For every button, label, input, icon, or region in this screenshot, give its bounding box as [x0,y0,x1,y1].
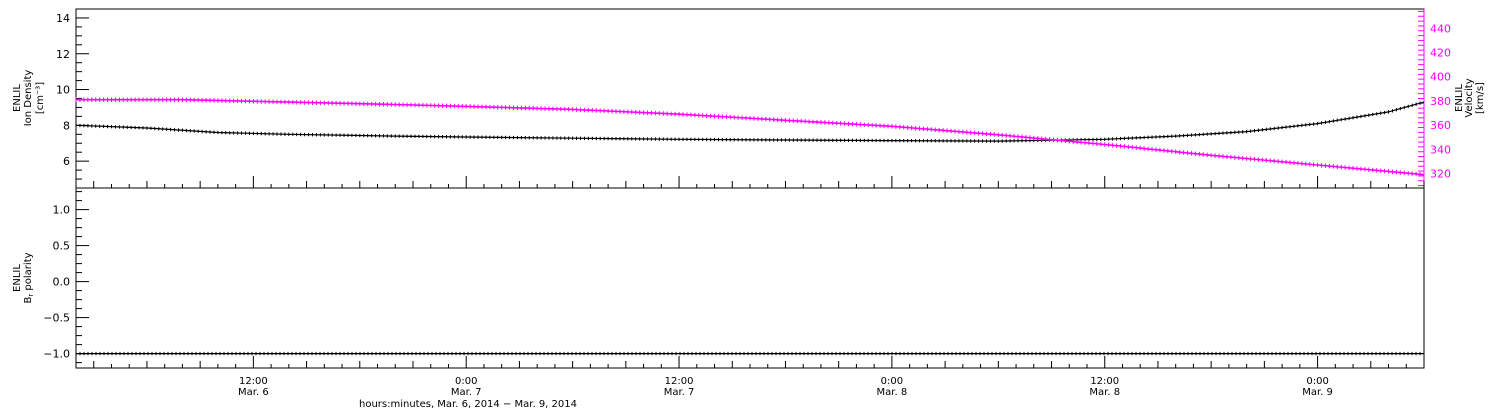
series-line [75,101,1425,142]
velocity-axis-title-unit: [km/s] [1475,82,1486,114]
polarity-tick-label: 1.0 [53,204,71,217]
velocity-tick-label: 320 [1430,167,1451,180]
velocity-axis-title-line2: Velocity [1464,78,1475,117]
velocity-tick-label: 440 [1430,22,1451,35]
velocity-tick-label: 360 [1430,119,1451,132]
polarity-title-subscript: r [27,294,35,297]
top-frame [75,8,1425,189]
polarity-tick-label: −0.5 [43,312,70,325]
polarity-axis-title-line1: ENLIL [12,264,23,292]
polarity-title-word: polarity [23,252,34,293]
x-tick-date: Mar. 9 [1302,387,1333,398]
polarity-tick-label: −1.0 [43,348,70,361]
bottom-frame [75,187,1425,369]
x-tick-date: Mar. 8 [877,387,908,398]
polarity-tick-label: 0.0 [53,276,71,289]
velocity-tick-label: 340 [1430,143,1451,156]
polarity-title-b: B [23,297,34,304]
x-axis-title: hours:minutes, Mar. 6, 2014 − Mar. 9, 20… [359,399,577,410]
polarity-tick-label: 0.5 [53,240,71,253]
x-tick-label: 12:00 [1090,376,1119,387]
density-axis-title-line1: ENLIL [12,84,23,112]
x-tick-date: Mar. 7 [664,387,695,398]
x-tick-label: 0:00 [1306,376,1328,387]
density-tick-label: 12 [56,48,70,61]
density-tick-label: 14 [56,12,70,25]
velocity-tick-label: 420 [1430,47,1451,60]
density-tick-label: 6 [63,155,70,168]
density-axis-title-line2: Ion Density [23,70,34,127]
velocity-tick-label: 400 [1430,71,1451,84]
velocity-axis-title-line1: ENLIL [1454,84,1465,112]
x-tick-date: Mar. 7 [451,387,482,398]
x-tick-date: Mar. 6 [238,387,269,398]
density-tick-label: 8 [63,119,70,132]
velocity-tick-label: 380 [1430,95,1451,108]
x-tick-date: Mar. 8 [1089,387,1120,398]
x-tick-label: 12:00 [239,376,268,387]
x-tick-label: 0:00 [881,376,903,387]
polarity-axis-title-line2: Br polarity [23,252,35,303]
density-axis-title-unit: [cm⁻³] [35,82,46,114]
x-tick-label: 0:00 [455,376,477,387]
density-tick-label: 10 [56,84,70,97]
series-line [76,98,1425,176]
x-tick-label: 12:00 [665,376,694,387]
